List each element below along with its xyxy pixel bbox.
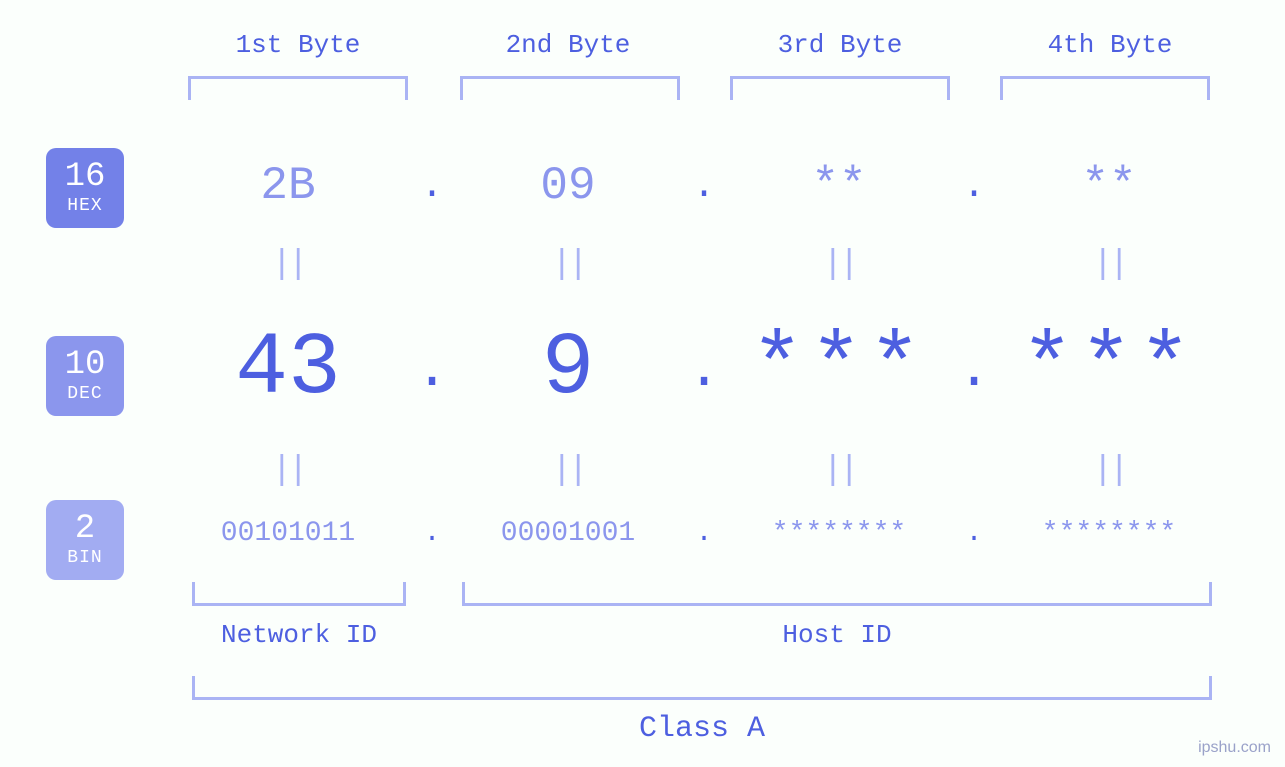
byte-header-1: 1st Byte bbox=[178, 30, 418, 60]
eq-2-1: || bbox=[170, 452, 406, 490]
eq-2-3: || bbox=[730, 452, 948, 490]
hex-dot-2: . bbox=[678, 165, 730, 208]
dec-dot-3: . bbox=[948, 338, 1000, 402]
bracket-network bbox=[192, 582, 406, 606]
row-bin: 00101011 . 00001001 . ******** . *******… bbox=[170, 518, 1250, 549]
bin-dot-1: . bbox=[406, 518, 458, 549]
hex-byte-3: ** bbox=[730, 160, 948, 212]
bin-dot-2: . bbox=[678, 518, 730, 549]
dec-byte-1: 43 bbox=[170, 320, 406, 419]
row-hex: 2B . 09 . ** . ** bbox=[170, 160, 1250, 212]
bracket-top-4 bbox=[1000, 76, 1210, 100]
bracket-class bbox=[192, 676, 1212, 700]
eq-1-1: || bbox=[170, 246, 406, 284]
badge-dec-num: 10 bbox=[65, 347, 106, 384]
hex-dot-1: . bbox=[406, 165, 458, 208]
dec-byte-4: *** bbox=[1000, 320, 1218, 419]
bin-dot-3: . bbox=[948, 518, 1000, 549]
bin-byte-3: ******** bbox=[730, 518, 948, 549]
eq-1-4: || bbox=[1000, 246, 1218, 284]
label-network-id: Network ID bbox=[192, 620, 406, 650]
badge-hex: 16 HEX bbox=[46, 148, 124, 228]
row-dec: 43 . 9 . *** . *** bbox=[170, 320, 1250, 419]
badge-hex-num: 16 bbox=[65, 159, 106, 196]
watermark: ipshu.com bbox=[1198, 739, 1271, 757]
dec-byte-3: *** bbox=[730, 320, 948, 419]
eq-2-2: || bbox=[458, 452, 678, 490]
eq-1-3: || bbox=[730, 246, 948, 284]
byte-header-2: 2nd Byte bbox=[448, 30, 688, 60]
bracket-top-3 bbox=[730, 76, 950, 100]
row-eq-2: || || || || bbox=[170, 452, 1250, 490]
bracket-host bbox=[462, 582, 1212, 606]
badge-bin: 2 BIN bbox=[46, 500, 124, 580]
dec-byte-2: 9 bbox=[458, 320, 678, 419]
eq-1-2: || bbox=[458, 246, 678, 284]
bracket-top-2 bbox=[460, 76, 680, 100]
dec-dot-1: . bbox=[406, 338, 458, 402]
badge-bin-num: 2 bbox=[75, 511, 95, 548]
hex-byte-2: 09 bbox=[458, 160, 678, 212]
label-class: Class A bbox=[192, 712, 1212, 746]
bin-byte-4: ******** bbox=[1000, 518, 1218, 549]
byte-header-4: 4th Byte bbox=[990, 30, 1230, 60]
bin-byte-1: 00101011 bbox=[170, 518, 406, 549]
label-host-id: Host ID bbox=[462, 620, 1212, 650]
badge-hex-label: HEX bbox=[67, 197, 102, 217]
bin-byte-2: 00001001 bbox=[458, 518, 678, 549]
dec-dot-2: . bbox=[678, 338, 730, 402]
eq-2-4: || bbox=[1000, 452, 1218, 490]
badge-dec-label: DEC bbox=[67, 385, 102, 405]
hex-dot-3: . bbox=[948, 165, 1000, 208]
hex-byte-1: 2B bbox=[170, 160, 406, 212]
badge-dec: 10 DEC bbox=[46, 336, 124, 416]
badge-bin-label: BIN bbox=[67, 549, 102, 569]
row-eq-1: || || || || bbox=[170, 246, 1250, 284]
hex-byte-4: ** bbox=[1000, 160, 1218, 212]
bracket-top-1 bbox=[188, 76, 408, 100]
byte-header-3: 3rd Byte bbox=[720, 30, 960, 60]
